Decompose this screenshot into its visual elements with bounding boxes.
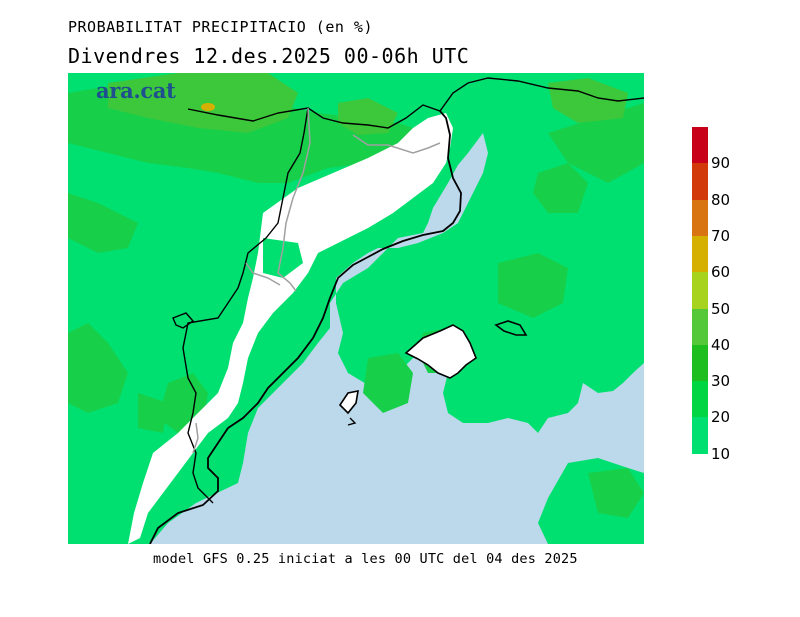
land-green-strip	[263, 238, 303, 278]
map-canvas	[68, 73, 644, 544]
ara-cat-logo[interactable]: ara.cat	[96, 78, 176, 103]
aragon-border	[182, 107, 309, 504]
probability-field-30-40	[108, 73, 628, 135]
legend-tick-label: 90	[711, 154, 731, 173]
legend-swatch	[692, 417, 708, 455]
legend-tick-label: 70	[711, 226, 731, 245]
legend-tick-label: 80	[711, 190, 731, 209]
legend-tick-label: 30	[711, 372, 731, 391]
land-dry-area	[128, 113, 453, 544]
legend-tick-label: 40	[711, 335, 731, 354]
legend-swatch	[692, 199, 708, 237]
legend-swatch	[692, 163, 708, 201]
legend-tick-label: 10	[711, 444, 731, 463]
france-border	[187, 77, 644, 129]
eivissa-island	[338, 389, 359, 415]
probability-peak	[201, 103, 215, 111]
legend-swatch	[692, 127, 708, 164]
legend-swatch	[692, 344, 708, 382]
precipitation-map	[68, 73, 644, 544]
andorra-outline	[172, 312, 195, 329]
legend-swatch	[692, 235, 708, 273]
legend-tick-label: 50	[711, 299, 731, 318]
probability-legend	[692, 127, 708, 455]
legend-swatch	[692, 272, 708, 309]
menorca-island	[494, 320, 528, 336]
model-caption: model GFS 0.25 iniciat a les 00 UTC del …	[153, 551, 578, 567]
legend-swatch	[692, 381, 708, 418]
mallorca-island	[404, 324, 477, 379]
coastline	[149, 110, 462, 544]
legend-swatch	[692, 308, 708, 346]
legend-tick-label: 20	[711, 408, 731, 427]
sea-dry-area	[150, 133, 644, 544]
chart-title: PROBABILITAT PRECIPITACIO (en %)	[68, 18, 373, 36]
legend-tick-label: 60	[711, 263, 731, 282]
catalonia-border	[192, 107, 441, 454]
formentera-island	[347, 417, 357, 426]
forecast-period: Divendres 12.des.2025 00-06h UTC	[68, 44, 470, 68]
